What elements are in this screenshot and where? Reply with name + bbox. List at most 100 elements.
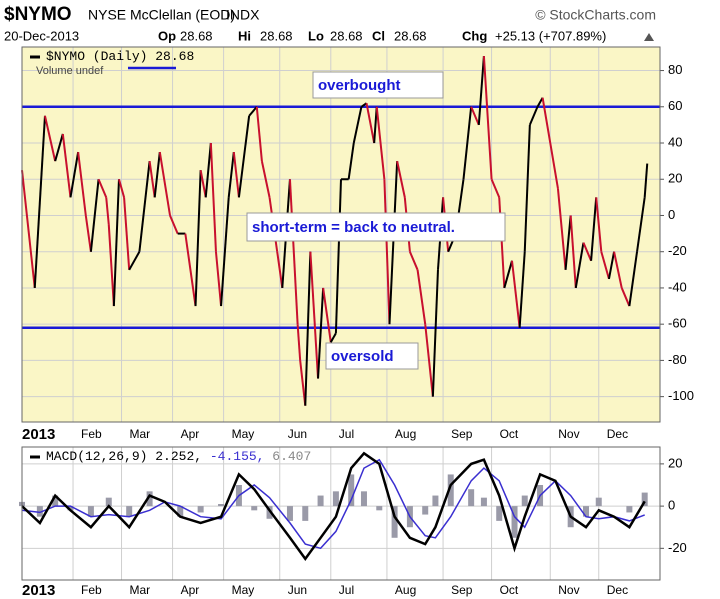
price-segment (112, 179, 120, 307)
annotation: short-term = back to neutral. (252, 219, 455, 236)
price-segment (595, 197, 603, 252)
y-tick-label: 20 (668, 171, 682, 186)
price-segment (237, 115, 251, 198)
price-segment (184, 233, 197, 307)
y-tick-label: -100 (668, 388, 694, 403)
price-segment (260, 160, 271, 198)
histogram-bar (521, 495, 528, 507)
price-segment (518, 251, 526, 328)
price-segment (352, 106, 363, 144)
price-segment (396, 160, 406, 198)
y-tick-label: 60 (668, 98, 682, 113)
stat-label: Hi (238, 28, 251, 43)
x-tick-label: Oct (500, 427, 519, 441)
y-tick-label: 0 (668, 498, 675, 513)
date: 20-Dec-2013 (4, 28, 79, 43)
price-segment (232, 151, 240, 198)
annotation-box (312, 71, 444, 99)
price-segment (304, 251, 312, 406)
x-tick-label: Dec (607, 427, 628, 441)
price-segment (375, 106, 386, 180)
price-segment (199, 170, 207, 198)
histogram-bar (626, 506, 633, 513)
histogram-bar (67, 506, 74, 511)
histogram-bar (582, 506, 589, 517)
legend-name: $NYMO (Daily) (46, 49, 147, 64)
annotation-box (246, 212, 506, 242)
y-tick-label: -60 (668, 316, 687, 331)
histogram-bar (317, 495, 324, 507)
price-segment (329, 332, 337, 343)
y-tick-label: -20 (668, 243, 687, 258)
price-segment (334, 179, 342, 334)
x-tick-label: Nov (558, 427, 579, 441)
legend-note: Volume undef (36, 65, 104, 77)
legend-entry: $NYMO (Daily) 28.68 (46, 49, 194, 64)
price-segment (322, 287, 332, 343)
symbol: $NYMO (4, 4, 72, 25)
exchange: INDX (226, 7, 260, 23)
histogram-bar (332, 491, 339, 507)
y-tick-label: -40 (668, 279, 687, 294)
x-tick-label: Jul (339, 427, 354, 441)
price-segment (373, 106, 378, 144)
price-segment (128, 251, 141, 271)
price-segment (582, 242, 593, 262)
price-segment (77, 151, 87, 216)
histogram-bar (126, 506, 133, 517)
price-segment (107, 224, 115, 307)
plot-border (21, 46, 661, 423)
price-segment (209, 142, 217, 252)
price-segment (416, 269, 427, 325)
price-segment (220, 197, 230, 307)
price-segment (613, 251, 623, 289)
stat-value: 28.68 (260, 28, 293, 43)
price-segment (574, 242, 585, 289)
price-segment (317, 287, 325, 379)
change: +25.13 (+707.89%) (495, 28, 606, 43)
x-tick-label: May (232, 583, 255, 597)
histogram-bar (36, 506, 43, 517)
x-tick-label: Aug (395, 583, 416, 597)
price-segment (607, 251, 616, 280)
stat-value: 28.68 (180, 28, 213, 43)
histogram-bar (468, 489, 475, 507)
legend-name: MACD(12,26,9) (46, 449, 147, 464)
stat-label: Cl (372, 28, 385, 43)
legend-value: 2.252, (155, 449, 202, 464)
histogram-bar (302, 506, 309, 521)
price-segment (477, 55, 485, 125)
histogram-bar (105, 497, 112, 507)
histogram-bar (595, 497, 602, 507)
menu-arrow[interactable] (644, 33, 654, 41)
price-segment (600, 251, 610, 280)
y-tick-label: 0 (668, 207, 675, 222)
histogram-bar (146, 491, 153, 507)
stat-label: Lo (308, 28, 324, 43)
x-tick-label: Jun (288, 583, 307, 597)
price-segment (347, 142, 355, 180)
x-tick-label: Feb (81, 427, 102, 441)
price-segment (69, 151, 80, 198)
price-segment (408, 251, 419, 271)
stat-value: 28.68 (394, 28, 427, 43)
x-tick-label: May (232, 427, 255, 441)
histogram-bar (251, 506, 258, 511)
price-segment (148, 160, 156, 198)
x-tick-label: Apr (181, 583, 200, 597)
price-segment (194, 170, 202, 307)
legend-value: -4.155, (210, 449, 265, 464)
x-tick-label: Oct (500, 583, 519, 597)
price-segment (590, 197, 598, 261)
price-segment (123, 197, 131, 270)
price-segment (556, 188, 567, 270)
price-segment (431, 269, 439, 397)
histogram-bar (348, 474, 355, 507)
price-segment (510, 260, 521, 328)
histogram-bar (391, 506, 398, 538)
y-tick-label: 20 (668, 455, 682, 470)
price-segment (138, 161, 151, 252)
histogram-bar (218, 504, 225, 507)
price-segment (169, 215, 179, 234)
